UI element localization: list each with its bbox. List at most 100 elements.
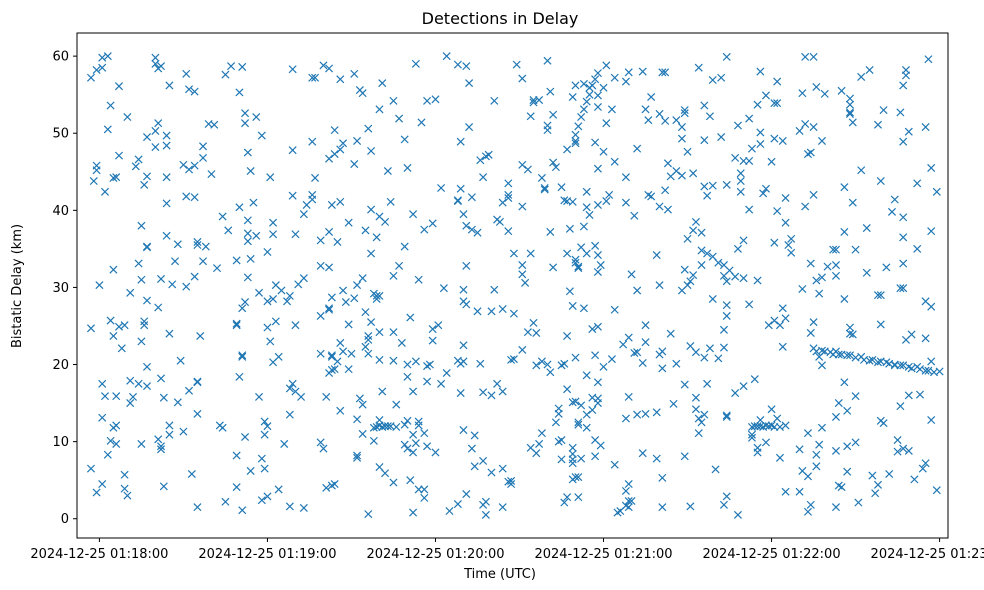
data-point-marker [680,452,689,461]
data-point-marker [190,87,199,96]
data-point-marker [624,392,633,401]
data-point-marker [375,328,384,337]
data-point-marker [778,342,787,351]
data-point-marker [193,378,202,387]
data-point-marker [809,123,818,132]
data-point-marker [257,496,266,505]
data-point-marker [291,230,300,239]
data-point-marker [235,88,244,97]
data-point-marker [761,184,770,193]
data-point-marker [361,342,370,351]
data-point-marker [425,360,434,369]
data-point-marker [274,485,283,494]
data-point-marker [257,454,266,463]
data-point-marker [367,249,376,258]
data-point-marker [257,131,266,140]
data-points [86,52,944,519]
data-point-marker [156,442,166,451]
data-point-marker [199,142,208,151]
data-point-marker [739,274,748,283]
data-point-marker [591,351,600,360]
data-point-marker [641,321,650,330]
data-point-marker [624,68,633,77]
data-point-marker [162,231,171,240]
data-point-marker [680,265,689,274]
data-point-marker [112,439,121,448]
data-point-marker [134,259,143,268]
data-point-marker [767,157,776,166]
data-point-marker [154,435,163,444]
data-point-marker [568,475,577,484]
data-point-marker [459,297,468,306]
data-point-marker [823,262,832,271]
data-point-marker [890,195,899,204]
data-point-marker [680,380,689,389]
data-point-marker [232,321,241,330]
data-point-marker [165,421,174,430]
data-point-marker [840,378,849,387]
data-point-marker [207,170,216,179]
data-point-marker [577,454,586,463]
data-point-marker [266,173,275,182]
data-point-marker [879,106,888,115]
data-point-marker [266,337,275,346]
data-point-marker [546,368,555,377]
data-point-marker [831,446,840,455]
data-point-marker [330,365,339,374]
data-point-marker [498,464,507,473]
data-point-marker [901,65,911,75]
data-point-marker [414,275,423,284]
data-point-marker [745,114,754,123]
data-point-marker [535,439,544,448]
data-point-marker [574,418,583,427]
data-point-marker [140,317,149,326]
data-point-marker [711,465,720,474]
data-point-marker [812,82,821,91]
data-point-marker [490,285,499,294]
data-point-marker [624,480,633,489]
data-point-marker [652,251,661,260]
data-point-marker [361,308,370,317]
data-point-marker [803,472,812,481]
data-point-marker [288,65,297,74]
data-point-marker [582,203,591,212]
data-point-marker [156,274,166,283]
y-tick-label: 60 [52,50,69,65]
data-point-marker [557,455,566,464]
data-point-marker [658,473,667,482]
data-point-marker [470,462,479,471]
data-point-marker [112,392,121,401]
data-point-marker [409,508,418,517]
data-point-marker [591,138,600,147]
data-point-marker [431,448,440,457]
data-point-marker [428,325,437,334]
data-point-marker [241,298,250,307]
data-point-marker [215,421,224,430]
data-point-marker [568,92,577,102]
data-point-marker [781,314,790,323]
data-point-marker [921,366,930,375]
data-point-marker [840,183,849,192]
data-point-marker [591,75,600,84]
data-point-marker [344,320,353,329]
data-point-marker [235,372,244,381]
data-point-marker [610,157,619,166]
data-point-marker [857,166,866,175]
data-point-marker [498,503,507,512]
data-point-marker [260,464,269,473]
data-point-marker [899,137,908,146]
data-point-marker [246,166,255,176]
data-point-marker [739,156,748,166]
data-point-marker [375,212,384,221]
data-point-marker [151,126,160,135]
data-point-marker [809,52,818,61]
data-point-marker [98,379,107,388]
data-point-marker [227,62,236,71]
data-point-marker [269,358,278,367]
data-point-marker [560,196,569,205]
data-point-marker [140,180,149,189]
data-point-marker [563,197,572,206]
data-point-marker [86,464,96,473]
data-point-marker [593,322,602,331]
data-point-marker [344,218,353,227]
